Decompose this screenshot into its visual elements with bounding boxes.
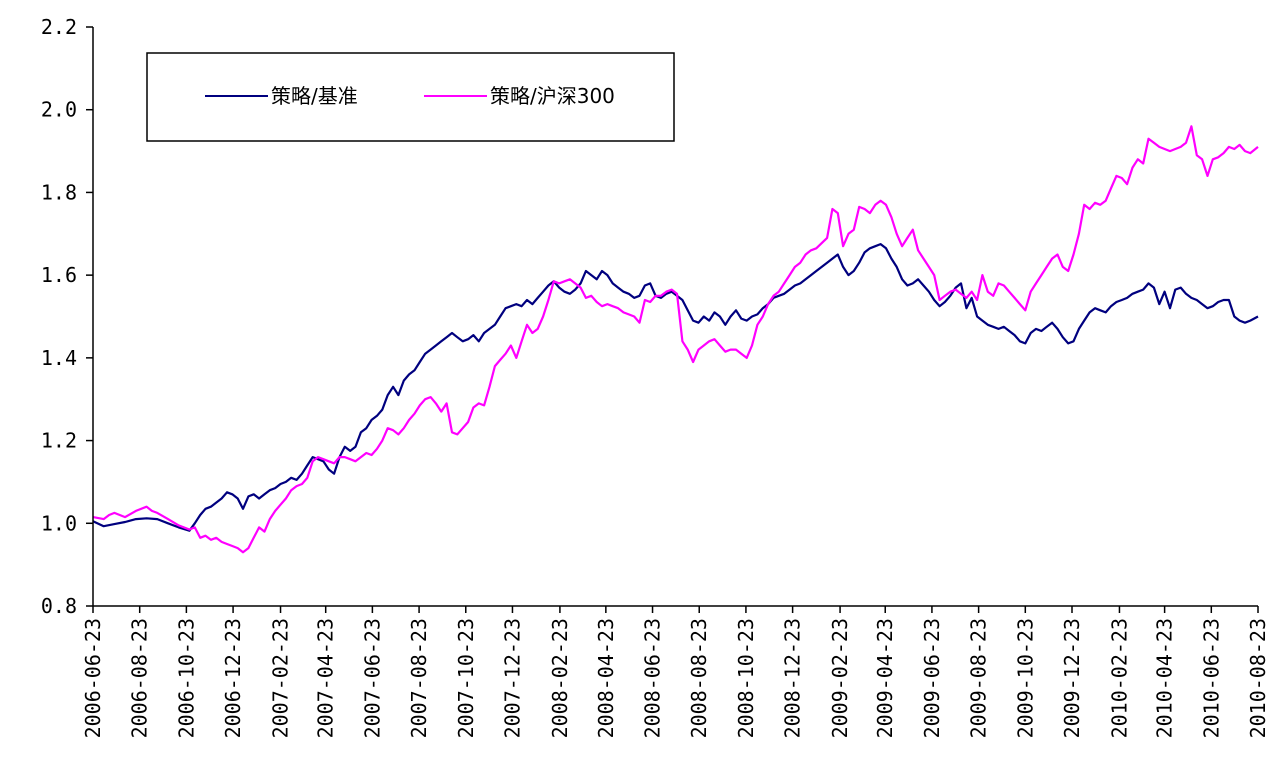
series-line-1 (92, 243, 1259, 532)
y-tick-label: 2.0 (41, 98, 77, 122)
y-tick-label: 1.0 (41, 511, 77, 535)
x-tick-label: 2009-04-23 (873, 618, 897, 738)
x-tick-label: 2007-12-23 (500, 618, 524, 738)
x-tick-label: 2006-12-23 (221, 618, 245, 738)
x-tick-label: 2009-08-23 (967, 618, 991, 738)
x-axis-ticks: 2006-06-23 2006-08-23 2006-10-23 2006-12-23… (81, 606, 1270, 738)
x-tick-label: 2008-06-23 (641, 618, 665, 738)
x-tick-label: 2009-02-23 (828, 618, 852, 738)
x-tick-label: 2008-10-23 (734, 618, 758, 738)
x-tick-label: 2010-08-23 (1246, 618, 1270, 738)
x-tick-label: 2010-04-23 (1153, 618, 1177, 738)
x-tick-label: 2008-08-23 (687, 618, 711, 738)
x-tick-label: 2009-10-23 (1013, 618, 1037, 738)
x-tick-label: 2009-06-23 (920, 618, 944, 738)
x-tick-label: 2006-06-23 (81, 618, 105, 738)
legend: 策略/基准 策略/沪深300 (146, 52, 675, 142)
y-tick-label: 1.2 (41, 429, 77, 453)
y-tick-label: 0.8 (41, 594, 77, 618)
y-tick-label: 1.8 (41, 180, 77, 204)
y-tick-label: 2.2 (41, 15, 77, 39)
series-line-2 (92, 125, 1259, 554)
y-tick-label: 1.6 (41, 263, 77, 287)
x-tick-label: 2007-10-23 (454, 618, 478, 738)
x-tick-label: 2007-04-23 (314, 618, 338, 738)
x-tick-label: 2008-02-23 (548, 618, 572, 738)
y-tick-label: 1.4 (41, 346, 77, 370)
x-tick-label: 2007-08-23 (407, 618, 431, 738)
x-tick-label: 2006-10-23 (174, 618, 198, 738)
x-tick-label: 2007-02-23 (269, 618, 293, 738)
legend-label-series-1: 策略/基准 (271, 84, 358, 108)
x-tick-label: 2010-02-23 (1107, 618, 1131, 738)
x-tick-label: 2009-12-23 (1060, 618, 1084, 738)
series-layer (92, 125, 1259, 554)
x-tick-label: 2010-06-23 (1199, 618, 1223, 738)
y-axis-ticks: 0.8 1.0 1.2 1.4 1.6 1.8 2.0 2.2 (41, 15, 93, 618)
legend-label-series-2: 策略/沪深300 (490, 84, 615, 108)
x-tick-label: 2008-04-23 (594, 618, 618, 738)
x-tick-label: 2006-08-23 (128, 618, 152, 738)
x-tick-label: 2007-06-23 (360, 618, 384, 738)
x-tick-label: 2008-12-23 (781, 618, 805, 738)
